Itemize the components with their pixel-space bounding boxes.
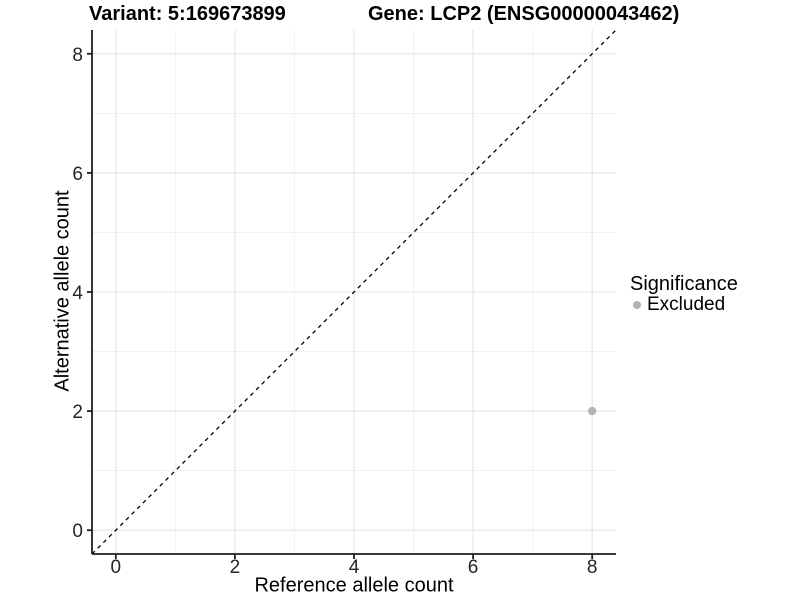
x-tick-label: 8 <box>587 557 598 578</box>
gene-title: Gene: LCP2 (ENSG00000043462) <box>368 3 680 25</box>
x-axis-label: Reference allele count <box>254 574 454 597</box>
legend-point-icon <box>633 300 641 309</box>
variant-title: Variant: 5:169673899 <box>89 3 286 25</box>
x-tick-label: 6 <box>468 557 479 578</box>
legend: Significance Excluded <box>630 274 738 314</box>
x-tick-label: 4 <box>349 557 360 578</box>
x-tick-label: 0 <box>111 557 122 578</box>
legend-item-excluded: Excluded <box>630 295 738 314</box>
legend-title: Significance <box>630 273 738 295</box>
y-tick-label: 8 <box>72 45 83 66</box>
data-point-excluded <box>587 406 597 416</box>
y-tick-label: 4 <box>72 283 83 304</box>
y-axis-label: Alternative allele count <box>51 190 74 392</box>
legend-item-label: Excluded <box>647 294 726 315</box>
y-tick-label: 0 <box>72 521 83 542</box>
y-tick-label: 6 <box>72 164 83 185</box>
y-tick-label: 2 <box>72 402 83 423</box>
x-tick-label: 2 <box>230 557 241 578</box>
